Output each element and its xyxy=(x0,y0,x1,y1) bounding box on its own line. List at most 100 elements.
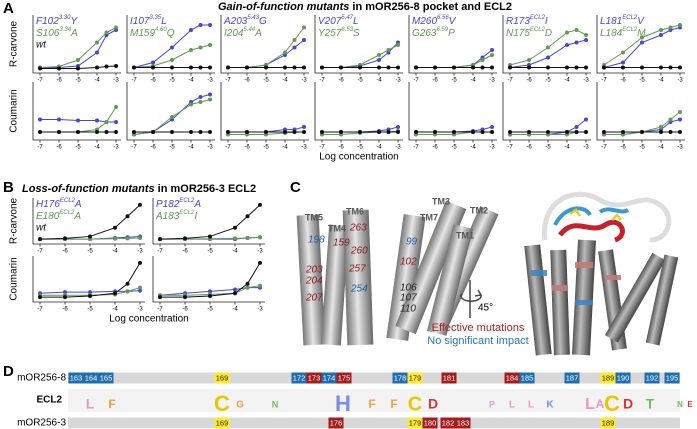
x-tick-label: -3 xyxy=(113,78,119,84)
data-point xyxy=(320,65,324,70)
data-point xyxy=(377,65,381,70)
logo-letter: E xyxy=(687,400,693,409)
residue-number: 204 xyxy=(305,276,323,287)
mutant-label: A183ECL2I xyxy=(155,210,197,222)
residue: E180 xyxy=(36,211,60,222)
residue-number: 254 xyxy=(350,284,368,295)
data-point xyxy=(490,125,494,129)
substitution: L xyxy=(161,16,167,27)
residue-cell xyxy=(407,372,423,384)
data-point xyxy=(132,65,136,70)
residue-cell xyxy=(644,372,660,384)
logo-letter: L xyxy=(528,400,534,411)
data-point xyxy=(302,38,306,42)
x-tick-label: -5 xyxy=(545,145,551,151)
data-point xyxy=(208,130,212,134)
data-point xyxy=(292,65,297,70)
data-point xyxy=(114,25,118,30)
x-tick-label: -4 xyxy=(188,78,194,84)
residue-cell xyxy=(455,417,471,429)
data-point xyxy=(584,33,588,37)
data-point xyxy=(198,100,203,104)
x-tick-label: -5 xyxy=(263,145,269,151)
data-point xyxy=(95,118,99,123)
mutant-label: V2075.47L xyxy=(318,15,359,27)
data-point xyxy=(414,130,418,134)
ballesteros-index: ECL2 xyxy=(530,15,546,21)
substitution: P xyxy=(448,28,455,39)
data-point xyxy=(565,43,569,47)
legend-entry: Effective mutations xyxy=(432,322,525,334)
panel-title: Loss-of-function mutants in mOR256-3 ECL… xyxy=(22,183,256,195)
mutant-label: M1594.60Q xyxy=(130,27,175,39)
data-point xyxy=(668,65,673,70)
data-point xyxy=(433,130,437,134)
residue: R173 xyxy=(506,16,530,27)
dose-response-curve xyxy=(39,204,141,240)
data-point xyxy=(104,120,109,124)
x-tick-label: -5 xyxy=(545,78,551,84)
ballesteros-index: 6.56 xyxy=(437,15,449,21)
dose-response-curve xyxy=(604,111,681,135)
x-tick-label: -3 xyxy=(301,145,307,151)
sequence-bar xyxy=(68,417,680,429)
data-point xyxy=(208,234,212,239)
x-tick-label: -4 xyxy=(232,307,238,313)
helix-label: TM1 xyxy=(456,230,474,240)
ballesteros-index: ECL2 xyxy=(60,198,76,204)
substitution: Q xyxy=(167,28,175,39)
dose-response-curve xyxy=(159,204,261,240)
data-point xyxy=(377,58,381,62)
residue-number: 172 xyxy=(293,373,306,382)
residue-cell xyxy=(615,372,631,384)
data-point xyxy=(76,66,80,71)
x-tick-label: -7 xyxy=(131,145,137,151)
mutant-label: S1063.34A xyxy=(36,27,78,39)
residue-cell xyxy=(321,372,337,384)
residue-cell xyxy=(336,372,352,384)
data-point xyxy=(138,288,142,293)
ballesteros-index: 6.53 xyxy=(341,27,353,33)
x-tick-label: -4 xyxy=(658,78,664,84)
data-point xyxy=(170,65,174,70)
data-point xyxy=(63,290,67,295)
x-tick-label: -6 xyxy=(244,145,250,151)
data-point xyxy=(480,58,485,62)
data-point xyxy=(668,130,673,134)
logo-letter: D xyxy=(623,396,633,412)
data-point xyxy=(151,130,155,134)
helix-bundle xyxy=(296,200,499,346)
x-tick-label: -3 xyxy=(137,249,143,255)
data-point xyxy=(138,202,142,207)
residue-cell xyxy=(328,417,344,429)
x-tick-label: -6 xyxy=(56,145,62,151)
logo-letter: G xyxy=(236,400,244,411)
ballesteros-index: ECL2 xyxy=(622,15,638,21)
residue-number: 180 xyxy=(424,418,437,427)
residue-number: 159 xyxy=(333,238,350,249)
residue-cell xyxy=(291,372,307,384)
data-point xyxy=(414,65,418,70)
data-point xyxy=(283,50,287,55)
data-point xyxy=(320,130,324,134)
axis xyxy=(408,15,497,74)
data-point xyxy=(480,65,485,70)
data-point xyxy=(377,53,381,57)
data-point xyxy=(678,23,682,27)
data-point xyxy=(546,130,550,134)
mutant-label: G2636.59P xyxy=(412,27,455,39)
residue-number: 183 xyxy=(457,418,470,427)
axis xyxy=(314,82,403,141)
logo-letter: P xyxy=(489,399,495,409)
data-point xyxy=(88,234,92,239)
data-point xyxy=(490,130,494,134)
data-point xyxy=(208,293,212,298)
data-point xyxy=(183,236,187,241)
data-point xyxy=(292,130,297,134)
x-tick-label: -7 xyxy=(157,249,163,255)
data-point xyxy=(264,65,268,70)
x-tick-label: -7 xyxy=(319,78,325,84)
data-point xyxy=(565,30,569,35)
axis xyxy=(32,256,145,303)
data-point xyxy=(640,35,644,40)
